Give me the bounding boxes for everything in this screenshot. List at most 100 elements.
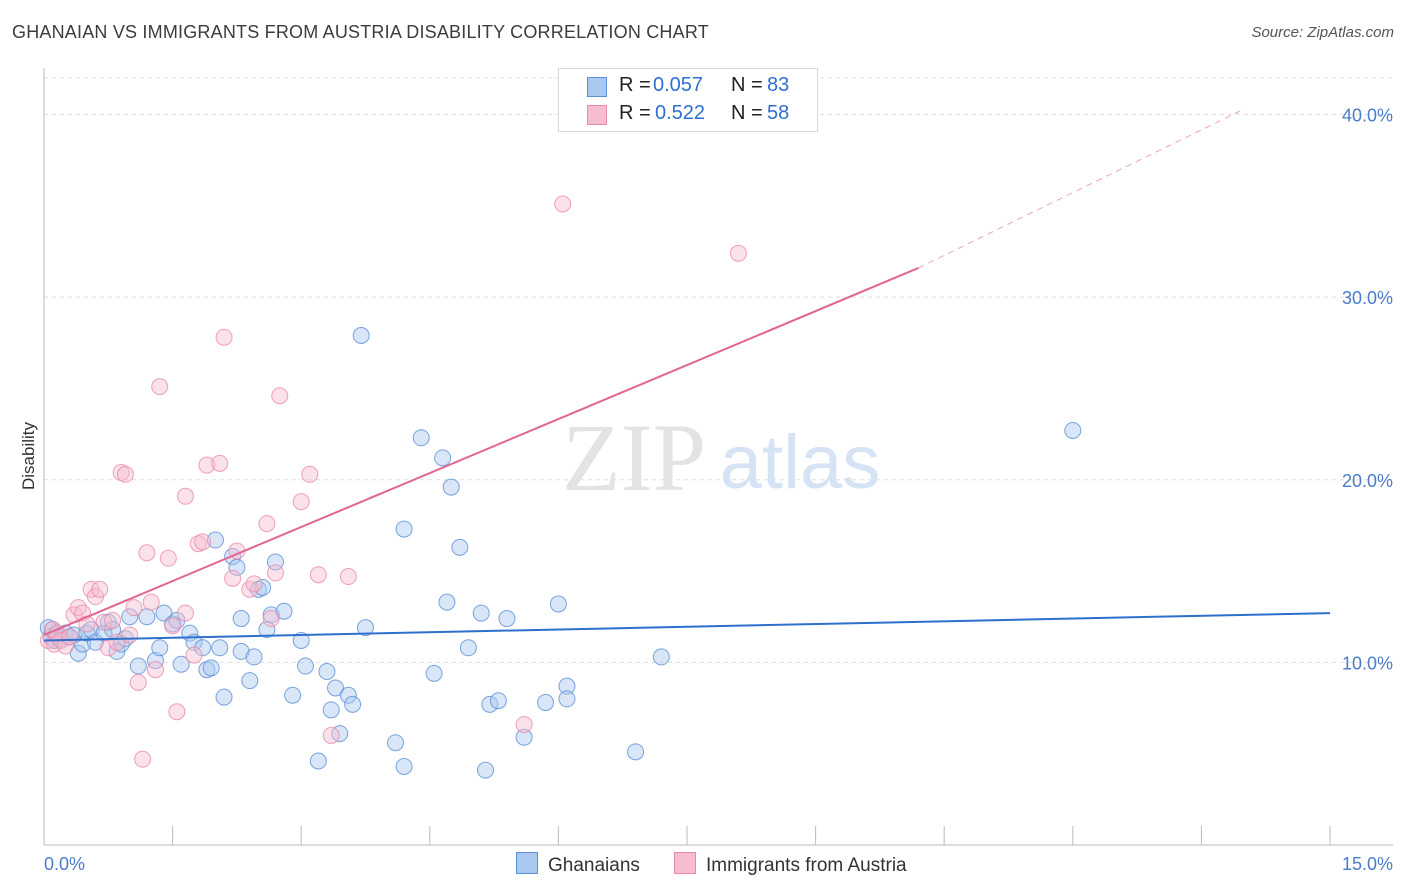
ghanaian-point (425, 664, 443, 682)
ghanaian-point (451, 538, 469, 556)
austria-point (224, 569, 242, 587)
austria-point (262, 610, 280, 628)
austria-point (91, 580, 109, 598)
ghanaian-point (215, 688, 233, 706)
ghanaian-point (387, 734, 405, 752)
ghanaian-point (232, 610, 250, 628)
bottom-legend-ghanaians: Ghanaians (516, 852, 640, 877)
ghanaian-point (412, 429, 430, 447)
austria-trend-extension (918, 108, 1245, 269)
chart-source: Source: ZipAtlas.com (1251, 24, 1394, 41)
austria-point (146, 661, 164, 679)
austria-point (134, 750, 152, 768)
ghanaian-point (172, 655, 190, 673)
ghanaian-point (232, 642, 250, 660)
ghanaian-point (549, 595, 567, 613)
ghanaian-point (104, 621, 122, 639)
ghanaian-point (129, 657, 147, 675)
legend-r-label: R = (619, 102, 651, 124)
ghanaian-point (202, 659, 220, 677)
bottom-legend-swatch-pink (674, 852, 696, 874)
ghanaian-point (344, 695, 362, 713)
ghanaian-point (537, 694, 555, 712)
austria-point (515, 715, 533, 733)
austria-point (258, 515, 276, 533)
legend-n-label: N = (731, 102, 763, 124)
ghanaian-point (438, 593, 456, 611)
austria-point (116, 465, 134, 483)
austria-point (266, 564, 284, 582)
ghanaian-point (69, 644, 87, 662)
ghanaian-point (558, 677, 576, 695)
austria-point (168, 703, 186, 721)
x-tick-label-min: 0.0% (44, 854, 85, 874)
austria-point (164, 617, 182, 635)
chart-title: GHANAIAN VS IMMIGRANTS FROM AUSTRIA DISA… (12, 22, 709, 42)
ghanaian-point (1064, 421, 1082, 439)
austria-point (95, 613, 113, 631)
ghanaian-point (262, 606, 280, 624)
austria-point (339, 568, 357, 586)
austria-point (729, 244, 747, 262)
austria-point (125, 599, 143, 617)
austria-point (322, 726, 340, 744)
ghanaians-trend-line (43, 612, 1331, 642)
austria-point (292, 493, 310, 511)
austria-point (56, 637, 74, 655)
ghanaian-point (459, 639, 477, 657)
ghanaian-point (292, 631, 310, 649)
ghanaian-point (652, 648, 670, 666)
legend-n-value: 83 (767, 74, 790, 96)
austria-point (194, 533, 212, 551)
grid-layer (44, 77, 1393, 663)
axis-layer: 10.0% 20.0% 30.0% 40.0% (43, 68, 1393, 846)
austria-point (211, 454, 229, 472)
austria-point (129, 673, 147, 691)
legend-n-label: N = (731, 74, 763, 96)
ghanaian-point (318, 663, 336, 681)
y-tick-label: 10.0% (1342, 653, 1393, 673)
ghanaian-point (309, 752, 327, 770)
ghanaian-point (254, 579, 272, 597)
ghanaian-point (211, 639, 229, 657)
ghanaian-point (489, 692, 507, 710)
y-tick-label: 20.0% (1342, 471, 1393, 491)
ghanaian-point (395, 520, 413, 538)
bottom-legend-label: Ghanaians (548, 855, 640, 876)
ghanaian-point (472, 604, 490, 622)
ghanaian-point (296, 657, 314, 675)
bottom-legend-swatch-blue (516, 852, 538, 874)
ghanaian-point (498, 610, 516, 628)
austria-point (245, 575, 263, 593)
ghanaian-point (151, 639, 169, 657)
ghanaian-point (194, 639, 212, 657)
ghanaian-point (245, 648, 263, 666)
ghanaian-point (627, 743, 645, 761)
ghanaian-point (352, 326, 370, 344)
bottom-legend-austria: Immigrants from Austria (674, 852, 907, 877)
ghanaian-point (558, 690, 576, 708)
austria-point (554, 195, 572, 213)
austria-point (151, 378, 169, 396)
austria-point (121, 626, 139, 644)
x-tick-label-max: 15.0% (1342, 854, 1393, 874)
ghanaian-point (395, 757, 413, 775)
austria-point (271, 387, 289, 405)
legend-swatch-blue (587, 77, 607, 97)
austria-point (198, 456, 216, 474)
austria-point (301, 465, 319, 483)
austria-trend-line (43, 267, 919, 636)
austria-point (61, 628, 79, 646)
austria-point (142, 593, 160, 611)
ghanaian-point (206, 531, 224, 549)
y-tick-label: 30.0% (1342, 288, 1393, 308)
ghanaian-point (322, 701, 340, 719)
austria-point (104, 611, 122, 629)
legend-r-value: 0.057 (653, 74, 704, 96)
ghanaian-point (326, 679, 344, 697)
ghanaian-point (357, 619, 374, 637)
trend-layer (43, 108, 1331, 642)
ghanaian-point (442, 478, 460, 496)
ghanaian-point (146, 652, 164, 670)
bottom-legend-label: Immigrants from Austria (706, 855, 907, 876)
